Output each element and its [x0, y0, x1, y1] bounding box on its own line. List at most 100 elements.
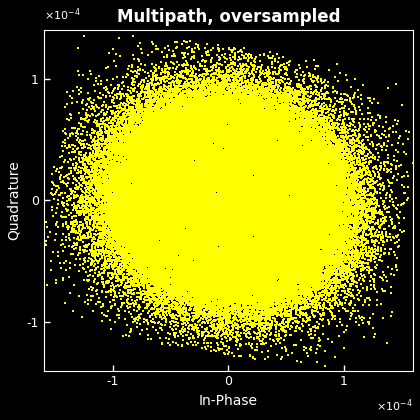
Point [173, 155, 180, 162]
Point [309, 117, 316, 123]
Point [261, 118, 268, 125]
Point [94, 286, 101, 293]
Point [250, 188, 257, 195]
Point [259, 209, 266, 216]
Point [253, 255, 260, 262]
Point [238, 156, 245, 163]
Point [190, 266, 197, 273]
Point [264, 186, 270, 193]
Point [311, 160, 318, 167]
Point [236, 164, 242, 171]
Point [185, 138, 192, 144]
Point [160, 265, 167, 272]
Point [206, 123, 213, 129]
Point [194, 199, 201, 206]
Point [249, 274, 255, 281]
Point [249, 248, 256, 255]
Point [211, 208, 218, 215]
Point [291, 114, 298, 121]
Point [137, 275, 144, 281]
Point [296, 218, 303, 224]
Point [100, 163, 106, 169]
Point [242, 106, 249, 113]
Point [100, 162, 107, 168]
Point [210, 187, 217, 194]
Point [200, 80, 206, 87]
Point [201, 143, 207, 150]
Point [208, 236, 215, 243]
Point [221, 252, 228, 259]
Point [178, 116, 185, 123]
Point [139, 196, 145, 202]
Point [253, 265, 260, 272]
Point [175, 258, 182, 265]
Point [174, 171, 181, 178]
Point [201, 284, 208, 290]
Point [271, 331, 278, 338]
Point [159, 217, 165, 224]
Point [187, 106, 194, 113]
Point [124, 240, 131, 247]
Point [261, 186, 268, 192]
Point [210, 179, 217, 186]
Point [265, 161, 272, 168]
Point [235, 135, 242, 142]
Point [208, 285, 215, 292]
Point [164, 259, 171, 266]
Point [315, 140, 322, 147]
Point [153, 180, 160, 186]
Point [279, 144, 286, 151]
Point [173, 127, 180, 134]
Point [136, 229, 143, 236]
Point [136, 242, 142, 249]
Point [229, 197, 236, 204]
Point [320, 267, 327, 274]
Point [378, 135, 384, 142]
Point [190, 228, 197, 235]
Point [265, 142, 271, 148]
Point [187, 151, 194, 158]
Point [154, 133, 161, 140]
Point [161, 250, 168, 257]
Point [240, 281, 247, 288]
Point [181, 234, 188, 241]
Point [157, 224, 163, 231]
Point [107, 230, 114, 237]
Point [310, 323, 316, 330]
Point [215, 297, 221, 304]
Point [180, 214, 186, 221]
Point [201, 147, 208, 154]
Point [206, 152, 213, 158]
Point [157, 181, 164, 187]
Point [231, 169, 237, 176]
Point [320, 240, 326, 247]
Point [150, 261, 157, 268]
Point [258, 246, 265, 252]
Point [334, 192, 341, 199]
Point [340, 170, 347, 176]
Point [220, 79, 227, 85]
Point [281, 65, 288, 72]
Point [265, 173, 272, 180]
Point [177, 166, 184, 173]
Point [180, 139, 186, 145]
Point [180, 155, 186, 162]
Point [178, 328, 185, 334]
Point [257, 240, 263, 247]
Point [342, 241, 349, 247]
Point [344, 267, 351, 274]
Point [318, 160, 325, 166]
Point [176, 274, 182, 281]
Point [293, 314, 300, 321]
Point [333, 180, 340, 187]
Point [286, 134, 293, 141]
Point [153, 138, 160, 144]
Point [216, 288, 223, 294]
Point [333, 256, 340, 263]
Point [268, 282, 275, 289]
Point [284, 299, 291, 305]
Point [234, 170, 240, 176]
Point [181, 284, 188, 290]
Point [261, 187, 268, 194]
Point [272, 208, 279, 215]
